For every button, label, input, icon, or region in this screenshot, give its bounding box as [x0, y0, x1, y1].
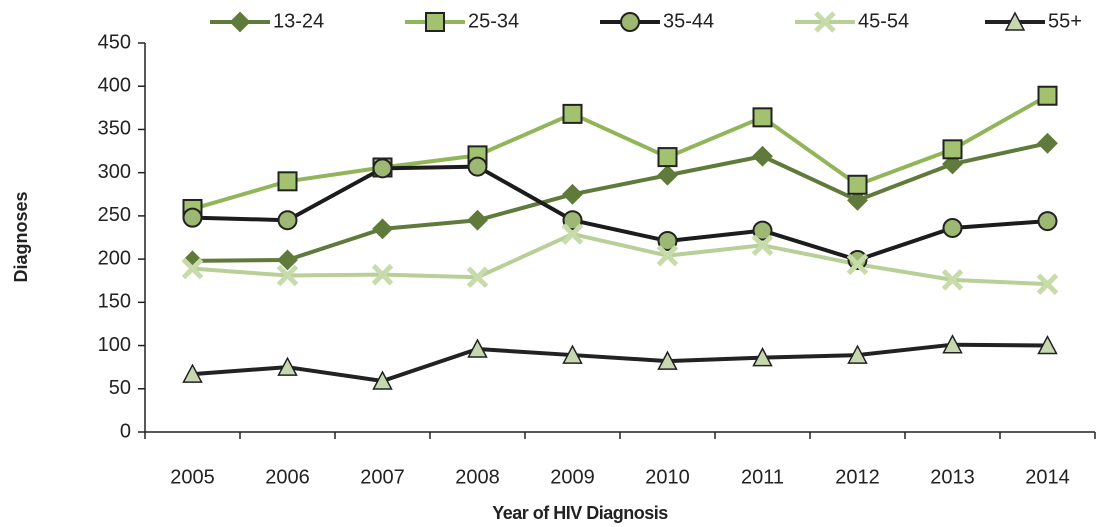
- data-point: [942, 334, 963, 354]
- data-point: [372, 370, 393, 390]
- data-point: [181, 257, 204, 280]
- data-point: [847, 344, 868, 364]
- data-point: [657, 147, 678, 168]
- data-point: [1037, 85, 1058, 106]
- x-tick-label: 2006: [265, 466, 310, 488]
- data-point: [466, 266, 489, 289]
- data-point: [846, 253, 869, 276]
- data-point: [371, 263, 394, 286]
- y-tick-label: 150: [98, 291, 131, 313]
- x-tick-label: 2008: [455, 466, 500, 488]
- y-tick-label: 400: [98, 75, 131, 97]
- data-point: [657, 350, 678, 370]
- legend-label: 25-34: [468, 10, 519, 32]
- data-point: [1037, 211, 1058, 232]
- x-tick-label: 2013: [930, 466, 975, 488]
- legend-label: 35-44: [663, 10, 714, 32]
- legend-label: 55+: [1048, 10, 1082, 32]
- y-tick-label: 100: [98, 334, 131, 356]
- data-point: [656, 244, 679, 267]
- data-point: [372, 218, 393, 240]
- x-tick-label: 2009: [550, 466, 595, 488]
- data-point: [752, 220, 773, 241]
- data-point: [277, 249, 298, 271]
- data-point: [1037, 132, 1058, 154]
- x-tick-label: 2007: [360, 466, 405, 488]
- data-point: [1037, 334, 1058, 355]
- data-point: [1036, 273, 1059, 295]
- x-tick-label: 2010: [645, 466, 690, 488]
- legend-marker: [229, 11, 251, 33]
- data-point: [942, 139, 963, 160]
- data-point: [562, 210, 583, 231]
- data-point: [562, 103, 583, 124]
- legend-label: 13-24: [273, 10, 324, 32]
- x-tick-label: 2011: [741, 466, 784, 488]
- data-point: [561, 223, 584, 245]
- data-point: [847, 189, 868, 211]
- data-point: [657, 230, 678, 251]
- data-point: [372, 158, 393, 179]
- data-point: [276, 264, 299, 287]
- data-point: [277, 356, 298, 376]
- data-point: [182, 363, 203, 383]
- x-axis-title: Year of HIV Diagnosis: [492, 503, 668, 523]
- legend-label: 45-54: [858, 10, 909, 32]
- data-point: [752, 107, 773, 128]
- data-point: [657, 164, 678, 186]
- legend-marker: [425, 12, 445, 32]
- data-point: [182, 207, 203, 228]
- y-tick-label: 200: [98, 247, 131, 269]
- legend-marker: [620, 12, 640, 32]
- data-point: [467, 156, 488, 177]
- y-tick-label: 50: [109, 377, 131, 399]
- data-point: [941, 269, 964, 291]
- y-tick-label: 250: [98, 204, 131, 226]
- data-point: [751, 234, 774, 257]
- series-line: [192, 164, 1048, 262]
- data-point: [277, 171, 298, 192]
- y-tick-label: 300: [98, 161, 131, 183]
- series-line: [192, 342, 1048, 383]
- data-point: [847, 174, 868, 195]
- data-point: [942, 153, 963, 175]
- y-tick-label: 450: [98, 31, 131, 53]
- y-tick-label: 350: [98, 118, 131, 140]
- y-axis-title: Diagnoses: [11, 191, 31, 282]
- data-point: [562, 183, 583, 205]
- series-line: [192, 141, 1048, 263]
- x-tick-label: 2014: [1025, 466, 1070, 488]
- data-point: [752, 145, 773, 167]
- legend-marker: [814, 11, 836, 33]
- data-point: [467, 338, 488, 358]
- series-line: [192, 232, 1048, 287]
- data-point: [277, 210, 298, 231]
- data-point: [562, 344, 583, 364]
- data-point: [847, 249, 868, 270]
- y-tick-label: 0: [120, 420, 131, 442]
- data-point: [752, 347, 773, 367]
- legend-marker: [1004, 11, 1026, 31]
- data-point: [942, 217, 963, 238]
- data-point: [467, 209, 488, 231]
- x-tick-label: 2012: [835, 466, 880, 488]
- series-line: [191, 93, 1049, 211]
- x-tick-label: 2005: [170, 466, 215, 488]
